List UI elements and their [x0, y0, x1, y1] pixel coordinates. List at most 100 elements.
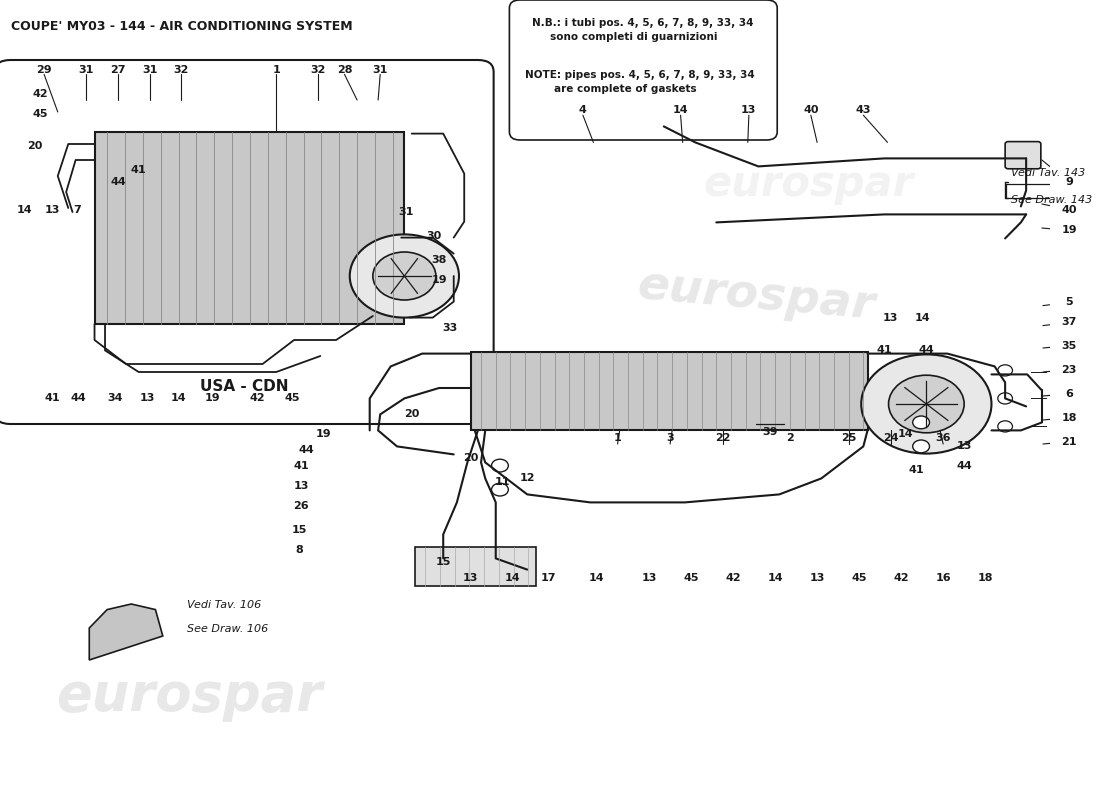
- Text: 14: 14: [505, 573, 520, 582]
- Text: 2: 2: [785, 434, 794, 443]
- Text: 19: 19: [1062, 226, 1077, 235]
- Circle shape: [350, 234, 459, 318]
- Circle shape: [913, 440, 930, 453]
- Text: 25: 25: [840, 434, 856, 443]
- Text: 27: 27: [110, 65, 125, 74]
- Text: eurospar: eurospar: [704, 163, 914, 205]
- Text: 40: 40: [803, 106, 818, 115]
- Text: eurospar: eurospar: [56, 670, 322, 722]
- Text: 26: 26: [294, 502, 309, 511]
- Text: 23: 23: [1062, 365, 1077, 374]
- Text: 14: 14: [898, 429, 913, 438]
- FancyBboxPatch shape: [0, 60, 494, 424]
- Text: 38: 38: [431, 255, 447, 265]
- Text: 45: 45: [851, 573, 867, 582]
- Text: 13: 13: [45, 205, 60, 214]
- Text: 40: 40: [1062, 205, 1077, 214]
- Text: 9: 9: [1065, 178, 1074, 187]
- Text: 31: 31: [143, 65, 158, 74]
- Text: 20: 20: [404, 410, 419, 419]
- Text: 18: 18: [1062, 413, 1077, 422]
- Text: 13: 13: [741, 106, 757, 115]
- Text: 13: 13: [294, 482, 309, 491]
- Text: 20: 20: [28, 141, 42, 150]
- Text: 41: 41: [131, 165, 146, 174]
- Text: 5: 5: [1066, 298, 1072, 307]
- FancyBboxPatch shape: [509, 0, 778, 140]
- Polygon shape: [89, 604, 163, 660]
- Circle shape: [861, 354, 991, 454]
- Bar: [415, 547, 536, 586]
- Text: 31: 31: [399, 207, 415, 217]
- Text: 42: 42: [893, 573, 909, 582]
- Text: 44: 44: [70, 393, 87, 402]
- Text: 42: 42: [725, 573, 741, 582]
- Text: 42: 42: [32, 90, 47, 99]
- Circle shape: [492, 459, 508, 472]
- Text: 41: 41: [294, 461, 309, 470]
- Text: 3: 3: [667, 434, 674, 443]
- Text: 28: 28: [337, 65, 352, 74]
- Text: 14: 14: [673, 106, 689, 115]
- Text: 36: 36: [935, 434, 950, 443]
- Text: 8: 8: [296, 546, 304, 555]
- Text: 22: 22: [715, 434, 730, 443]
- Text: 14: 14: [16, 205, 32, 214]
- Text: 31: 31: [373, 65, 388, 74]
- Text: eurospar: eurospar: [636, 263, 877, 329]
- Text: Vedi Tav. 106: Vedi Tav. 106: [187, 600, 261, 610]
- Text: 18: 18: [978, 573, 993, 582]
- Text: 21: 21: [1062, 437, 1077, 446]
- Text: 14: 14: [768, 573, 783, 582]
- Text: 42: 42: [250, 393, 265, 402]
- Text: 6: 6: [1065, 389, 1074, 398]
- FancyBboxPatch shape: [1005, 142, 1041, 169]
- Text: 1: 1: [273, 65, 280, 74]
- Text: See Draw. 143: See Draw. 143: [1011, 195, 1092, 206]
- Text: N.B.: i tubi pos. 4, 5, 6, 7, 8, 9, 33, 34
     sono completi di guarnizioni: N.B.: i tubi pos. 4, 5, 6, 7, 8, 9, 33, …: [532, 18, 754, 42]
- Text: 15: 15: [292, 525, 307, 534]
- Text: 44: 44: [956, 461, 972, 470]
- Text: 37: 37: [1062, 318, 1077, 327]
- Text: 32: 32: [173, 65, 188, 74]
- Text: NOTE: pipes pos. 4, 5, 6, 7, 8, 9, 33, 34
        are complete of gaskets: NOTE: pipes pos. 4, 5, 6, 7, 8, 9, 33, 3…: [525, 70, 755, 94]
- Text: 14: 14: [170, 393, 186, 402]
- Text: 1: 1: [614, 434, 622, 443]
- Text: 17: 17: [540, 573, 556, 582]
- Text: 13: 13: [957, 442, 972, 451]
- Circle shape: [998, 365, 1012, 376]
- Circle shape: [998, 393, 1012, 404]
- Text: 12: 12: [519, 474, 535, 483]
- Text: 34: 34: [108, 393, 123, 402]
- Text: 15: 15: [436, 557, 451, 566]
- Text: 45: 45: [32, 110, 47, 119]
- Text: 45: 45: [284, 393, 299, 402]
- Text: 13: 13: [140, 393, 155, 402]
- Text: 41: 41: [877, 346, 892, 355]
- Text: 44: 44: [299, 445, 315, 454]
- Text: 13: 13: [463, 573, 478, 582]
- Text: 14: 14: [914, 314, 929, 323]
- Text: 43: 43: [856, 106, 871, 115]
- Text: 14: 14: [588, 573, 604, 582]
- Text: 19: 19: [431, 275, 447, 285]
- Circle shape: [492, 483, 508, 496]
- Text: 11: 11: [494, 477, 509, 486]
- Text: See Draw. 106: See Draw. 106: [187, 624, 268, 634]
- Text: 45: 45: [683, 573, 698, 582]
- Text: 19: 19: [205, 393, 220, 402]
- Text: 30: 30: [426, 231, 441, 241]
- Text: 4: 4: [579, 106, 586, 115]
- Text: 29: 29: [36, 65, 52, 74]
- Text: 20: 20: [463, 453, 478, 462]
- Circle shape: [913, 416, 930, 429]
- Bar: [471, 352, 868, 430]
- Text: Vedi Tav. 143: Vedi Tav. 143: [1011, 168, 1086, 178]
- Text: USA - CDN: USA - CDN: [200, 379, 288, 394]
- Text: 41: 41: [45, 393, 60, 402]
- Text: 7: 7: [73, 205, 80, 214]
- Text: 32: 32: [310, 65, 326, 74]
- Text: 39: 39: [762, 427, 778, 437]
- Text: 41: 41: [908, 466, 924, 475]
- Text: 16: 16: [935, 573, 952, 582]
